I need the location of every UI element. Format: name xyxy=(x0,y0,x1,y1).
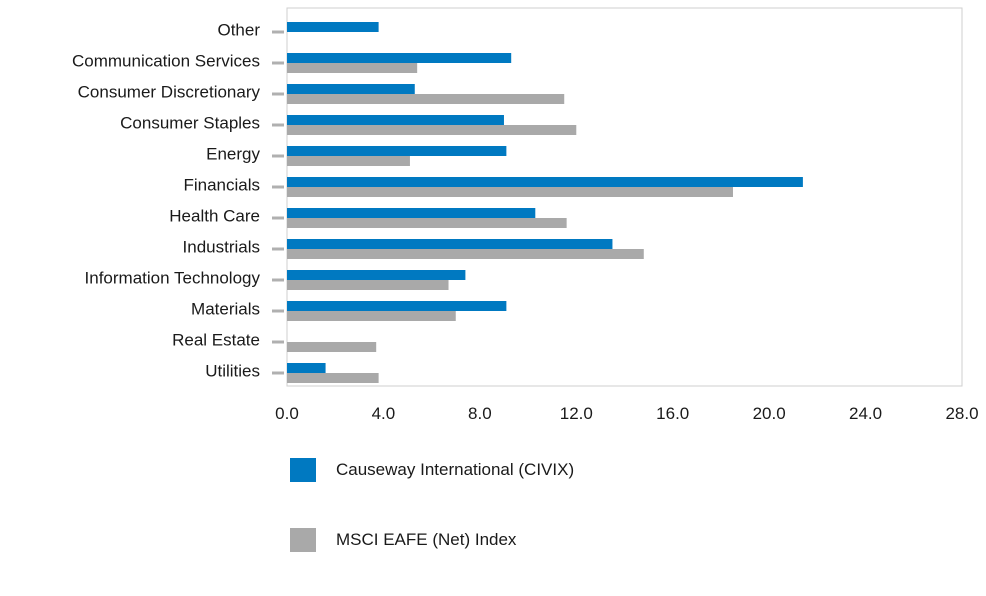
bar-causeway-international-civix-other xyxy=(287,22,379,32)
bar-msci-eafe-net-index-materials xyxy=(287,311,456,321)
category-label-health-care: Health Care xyxy=(169,206,260,225)
bar-msci-eafe-net-index-consumer-discretionary xyxy=(287,94,565,104)
legend: Causeway International (CIVIX) MSCI EAFE… xyxy=(290,456,574,596)
x-tick-label-8-0: 8.0 xyxy=(468,404,492,423)
bar-msci-eafe-net-index-communication-services xyxy=(287,63,418,73)
x-tick-label-4-0: 4.0 xyxy=(372,404,396,423)
legend-label-civix: Causeway International (CIVIX) xyxy=(336,460,575,479)
bar-causeway-international-civix-utilities xyxy=(287,363,326,373)
chart: Other Communication Services Consumer Disc… xyxy=(72,7,979,423)
bar-msci-eafe-net-index-financials xyxy=(287,187,733,197)
bar-causeway-international-civix-consumer-discretionary xyxy=(287,84,415,94)
bar-msci-eafe-net-index-health-care xyxy=(287,218,567,228)
category-label-other: Other xyxy=(217,20,260,39)
category-label-consumer-staples: Consumer Staples xyxy=(120,113,260,132)
bar-chart-svg: Other Communication Services Consumer Disc… xyxy=(72,7,979,423)
category-label-real-estate: Real Estate xyxy=(172,330,260,349)
bar-msci-eafe-net-index-energy xyxy=(287,156,410,166)
category-label-industrials: Industrials xyxy=(183,237,260,256)
category-label-information-technology: Information Technology xyxy=(85,268,261,287)
legend-swatch-civix xyxy=(290,458,316,482)
x-tick-label-20-0: 20.0 xyxy=(753,404,786,423)
bar-causeway-international-civix-communication-services xyxy=(287,53,512,63)
category-label-communication-services: Communication Services xyxy=(72,51,260,70)
legend-item-msci-eafe: MSCI EAFE (Net) Index xyxy=(290,526,574,554)
bar-causeway-international-civix-industrials xyxy=(287,239,613,249)
x-tick-label-16-0: 16.0 xyxy=(656,404,689,423)
bar-causeway-international-civix-information-technology xyxy=(287,270,466,280)
legend-label-msci-eafe: MSCI EAFE (Net) Index xyxy=(336,530,517,549)
x-tick-label-28-0: 28.0 xyxy=(945,404,978,423)
bar-causeway-international-civix-materials xyxy=(287,301,507,311)
category-label-consumer-discretionary: Consumer Discretionary xyxy=(78,82,261,101)
x-tick-label-12-0: 12.0 xyxy=(560,404,593,423)
bar-causeway-international-civix-health-care xyxy=(287,208,536,218)
category-label-financials: Financials xyxy=(183,175,260,194)
x-tick-label-0-0: 0.0 xyxy=(275,404,299,423)
category-label-energy: Energy xyxy=(206,144,260,163)
bar-msci-eafe-net-index-industrials xyxy=(287,249,644,259)
bar-msci-eafe-net-index-information-technology xyxy=(287,280,449,290)
category-label-materials: Materials xyxy=(191,299,260,318)
bar-causeway-international-civix-financials xyxy=(287,177,803,187)
bar-msci-eafe-net-index-consumer-staples xyxy=(287,125,577,135)
bar-causeway-international-civix-energy xyxy=(287,146,507,156)
legend-item-civix: Causeway International (CIVIX) xyxy=(290,456,574,484)
bar-causeway-international-civix-consumer-staples xyxy=(287,115,504,125)
bar-msci-eafe-net-index-utilities xyxy=(287,373,379,383)
bar-msci-eafe-net-index-real-estate xyxy=(287,342,377,352)
x-tick-label-24-0: 24.0 xyxy=(849,404,882,423)
legend-swatch-msci-eafe xyxy=(290,528,316,552)
category-label-utilities: Utilities xyxy=(205,361,260,380)
